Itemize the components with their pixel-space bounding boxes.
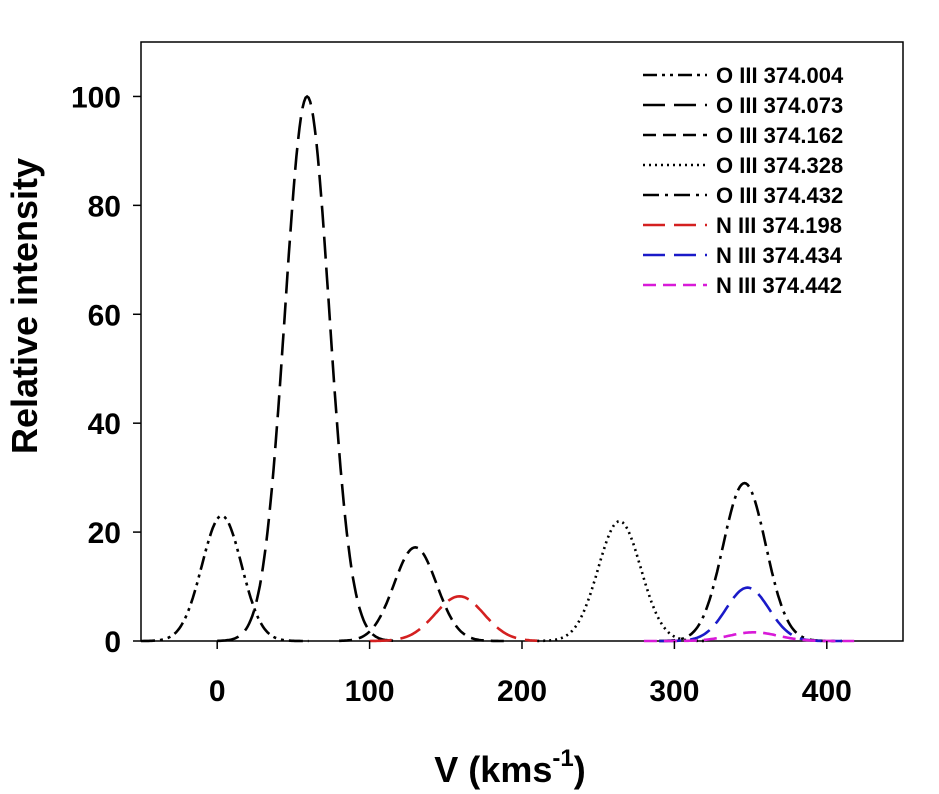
- series-line-1: [141, 514, 309, 643]
- x-axis-title: V (kms-1): [434, 745, 585, 790]
- legend: O III 374.004 O III 374.073 O III 374.162 O…: [643, 63, 844, 298]
- y-axis: 0 20 40 60 80 100: [71, 81, 141, 659]
- x-tick-label: 100: [345, 675, 395, 708]
- y-axis-title: Relative intensity: [4, 158, 45, 454]
- x-axis-title-main: V (kms: [434, 749, 552, 790]
- series-line-5: [659, 481, 842, 643]
- x-tick-label: 200: [497, 675, 547, 708]
- series-line-8: [643, 630, 855, 643]
- x-axis-title-close: ): [574, 749, 586, 790]
- y-tick-label: 100: [71, 81, 121, 114]
- legend-label: N III 374.442: [716, 273, 842, 298]
- x-tick-label: 400: [802, 675, 852, 708]
- x-axis-title-superscript: -1: [552, 745, 573, 772]
- series-line-2: [217, 94, 401, 643]
- x-tick-label: 300: [649, 675, 699, 708]
- y-tick-label: 20: [88, 517, 121, 550]
- curves: [141, 94, 855, 643]
- series-line-4: [537, 519, 705, 643]
- series-line-6: [369, 594, 538, 643]
- legend-label: N III 374.198: [716, 213, 842, 238]
- y-tick-label: 40: [88, 408, 121, 441]
- series-line-3: [339, 545, 507, 643]
- y-tick-label: 80: [88, 190, 121, 223]
- legend-label: N III 374.434: [716, 243, 843, 268]
- x-tick-label: 0: [209, 675, 226, 708]
- legend-label: O III 374.432: [716, 183, 843, 208]
- x-axis: 0 100 200 300 400: [209, 641, 852, 708]
- legend-label: O III 374.004: [716, 63, 844, 88]
- legend-label: O III 374.328: [716, 153, 843, 178]
- legend-label: O III 374.073: [716, 93, 843, 118]
- y-tick-label: 60: [88, 299, 121, 332]
- y-tick-label: 0: [104, 626, 121, 659]
- legend-label: O III 374.162: [716, 123, 843, 148]
